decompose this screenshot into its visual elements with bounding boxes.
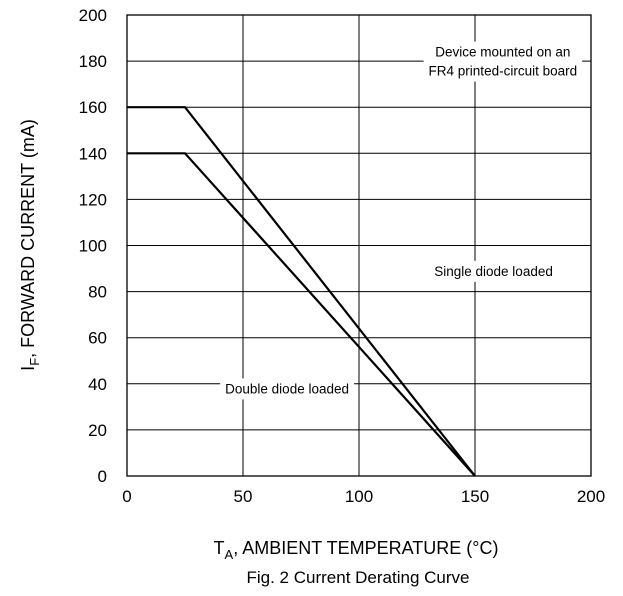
y-tick-label: 20 <box>88 421 107 440</box>
annotation: Device mounted on an FR4 printed-circuit … <box>423 41 583 82</box>
annotation-text: Double diode loaded <box>225 381 349 396</box>
y-tick-labels: 0 20 40 60 80 100 120 140 160 180 200 <box>79 6 107 486</box>
annotation-background <box>423 41 583 82</box>
figure-caption: Fig. 2 Current Derating Curve <box>247 568 470 587</box>
annotation-background <box>429 260 558 282</box>
series-line-single-diode <box>127 106 476 477</box>
y-tick-label: 120 <box>79 190 107 209</box>
annotation-background <box>220 378 355 400</box>
y-tick-label: 200 <box>79 6 107 25</box>
x-tick-label: 0 <box>122 487 131 506</box>
series-lines <box>127 106 476 477</box>
y-tick-label: 140 <box>79 144 107 163</box>
y-tick-label: 0 <box>98 467 107 486</box>
y-tick-label: 180 <box>79 52 107 71</box>
plot-frame <box>126 14 592 477</box>
x-axis-title: TA, AMBIENT TEMPERATURE (°C) <box>214 538 499 562</box>
x-tick-labels: 0 50 100 150 200 <box>122 487 605 506</box>
x-tick-label: 200 <box>577 487 605 506</box>
x-tick-label: 50 <box>234 487 253 506</box>
annotations: Device mounted on an FR4 printed-circuit … <box>220 41 583 400</box>
y-tick-label: 100 <box>79 237 107 256</box>
x-axis-title-subscript: A <box>225 547 234 562</box>
x-axis-title-prefix: T <box>214 538 225 558</box>
y-axis-title-subscript: F <box>27 358 42 366</box>
y-axis-title: IF, FORWARD CURRENT (mA) <box>18 119 42 371</box>
y-axis-title-suffix: , FORWARD CURRENT (mA) <box>18 119 38 358</box>
annotation-text: Device mounted on an <box>435 45 570 60</box>
annotation: Single diode loaded <box>429 260 558 282</box>
series-line-double-diode <box>127 152 476 477</box>
x-tick-label: 150 <box>461 487 489 506</box>
y-tick-label: 80 <box>88 283 107 302</box>
x-axis-title-suffix: , AMBIENT TEMPERATURE (°C) <box>233 538 498 558</box>
annotation: Double diode loaded <box>220 378 355 400</box>
y-tick-label: 60 <box>88 329 107 348</box>
annotation-text: Single diode loaded <box>434 264 553 279</box>
annotation-text: FR4 printed-circuit board <box>429 64 578 79</box>
y-tick-label: 160 <box>79 98 107 117</box>
x-tick-label: 100 <box>345 487 373 506</box>
grid <box>126 14 592 477</box>
y-tick-label: 40 <box>88 375 107 394</box>
y-axis-title-prefix: I <box>18 366 38 371</box>
